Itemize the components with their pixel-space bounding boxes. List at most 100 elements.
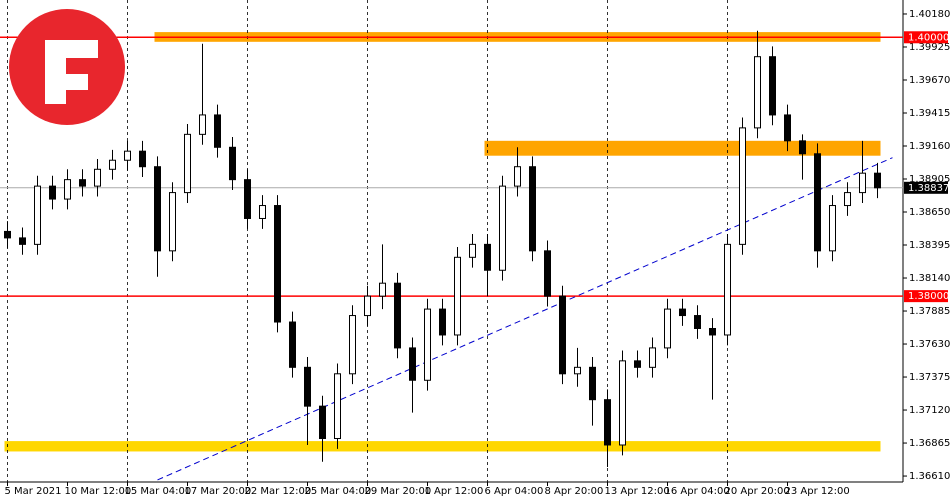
candle-body <box>544 250 551 297</box>
candle-body <box>319 405 326 440</box>
candle-body <box>214 114 221 148</box>
candle-body <box>229 146 236 181</box>
zone <box>484 140 881 156</box>
candle-body <box>469 243 476 258</box>
candle-body <box>334 373 341 440</box>
candle-body <box>769 56 776 116</box>
x-tick-label: 23 Apr 12:00 <box>785 486 850 497</box>
candle-body <box>409 347 416 381</box>
logo-circle <box>9 9 125 125</box>
candle-body <box>424 308 431 381</box>
y-tick-label: 1.37630 <box>909 339 950 350</box>
candle-body <box>634 360 641 368</box>
y-tick-label: 1.39415 <box>909 108 950 119</box>
y-tick-label: 1.39670 <box>909 75 950 86</box>
y-tick-label: 1.36865 <box>909 438 950 449</box>
candle-body <box>604 399 611 446</box>
level-tag <box>904 290 948 303</box>
x-tick-label: 16 Apr 04:00 <box>665 486 730 497</box>
x-tick-label: 22 Mar 12:00 <box>245 486 312 497</box>
candle-body <box>619 360 626 446</box>
candle-body <box>739 127 746 245</box>
candle-body <box>754 56 761 129</box>
candle-body <box>559 295 566 375</box>
y-tick-label: 1.40180 <box>909 9 950 20</box>
current-price-tag <box>904 181 948 194</box>
candle-body <box>49 185 56 200</box>
x-tick-label: 10 Mar 12:00 <box>65 486 132 497</box>
x-tick-label: 6 Apr 04:00 <box>485 486 544 497</box>
candle-body <box>799 140 806 155</box>
x-tick-label: 15 Mar 04:00 <box>125 486 192 497</box>
y-tick-label: 1.38905 <box>909 174 950 185</box>
candle-body <box>844 192 851 207</box>
y-tick-label: 1.38395 <box>909 240 950 251</box>
candle-body <box>199 114 206 135</box>
y-tick-label: 1.37885 <box>909 306 950 317</box>
level-label: 1.40000 <box>908 32 949 43</box>
candle-body <box>529 166 536 252</box>
x-tick-label: 8 Apr 20:00 <box>545 486 604 497</box>
candle-body <box>439 308 446 336</box>
candle-body <box>484 243 491 271</box>
level-tag <box>904 31 948 44</box>
candle-body <box>874 172 881 189</box>
candle-body <box>259 205 266 219</box>
candle-body <box>109 159 116 170</box>
candle-body <box>859 172 866 194</box>
candle-body <box>154 166 161 252</box>
x-tick-label: 29 Mar 20:00 <box>365 486 432 497</box>
candle-body <box>244 179 251 219</box>
candle-body <box>454 256 461 336</box>
candle-body <box>589 366 596 401</box>
candle-body <box>499 185 506 271</box>
candle-body <box>349 315 356 375</box>
candle-body <box>4 230 11 239</box>
x-tick-label: 1 Apr 12:00 <box>425 486 484 497</box>
candle-body <box>514 166 521 187</box>
x-tick-label: 17 Mar 20:00 <box>185 486 252 497</box>
candle-body <box>139 150 146 168</box>
candle-body <box>64 179 71 200</box>
y-tick-label: 1.36610 <box>909 471 950 482</box>
candle-body <box>694 315 701 329</box>
candle-body <box>184 133 191 194</box>
x-tick-label: 5 Mar 2021 <box>5 486 62 497</box>
y-tick-label: 1.38650 <box>909 207 950 218</box>
candle-body <box>379 282 386 297</box>
candle-body <box>169 192 176 252</box>
logo-mark <box>45 40 98 104</box>
trendline <box>157 157 893 481</box>
candle-body <box>274 205 281 323</box>
candle-body <box>364 295 371 317</box>
candle-body <box>709 327 716 336</box>
y-tick-label: 1.38140 <box>909 273 950 284</box>
candle-body <box>829 205 836 252</box>
x-tick-label: 25 Mar 04:00 <box>305 486 372 497</box>
candle-body <box>289 321 296 368</box>
x-tick-label: 20 Apr 20:00 <box>725 486 790 497</box>
y-tick-label: 1.39925 <box>909 42 950 53</box>
zone <box>4 441 881 452</box>
candle-body <box>94 168 101 187</box>
candle-body <box>574 366 581 375</box>
candle-body <box>79 179 86 187</box>
candle-body <box>784 114 791 142</box>
y-tick-label: 1.39160 <box>909 141 950 152</box>
candle-body <box>19 237 26 245</box>
candle-body <box>124 150 131 161</box>
y-tick-label: 1.37120 <box>909 405 950 416</box>
candle-body <box>814 153 821 252</box>
candle-body <box>394 282 401 349</box>
candle-body <box>664 308 671 349</box>
candle-body <box>304 366 311 407</box>
candle-body <box>649 347 656 368</box>
x-tick-label: 13 Apr 12:00 <box>605 486 670 497</box>
level-label: 1.38000 <box>908 291 949 302</box>
candle-body <box>724 243 731 336</box>
candle-body <box>34 185 41 245</box>
candle-body <box>679 308 686 317</box>
y-tick-label: 1.37375 <box>909 372 950 383</box>
current-price-label: 1.38837 <box>908 183 949 194</box>
